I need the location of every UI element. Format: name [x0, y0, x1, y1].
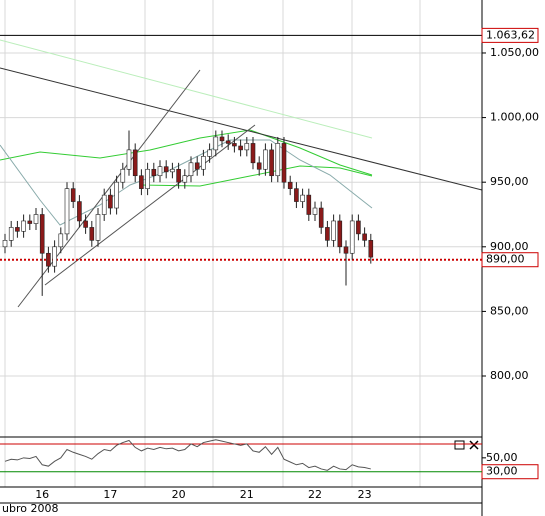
x-tick-label: 21 — [240, 488, 254, 501]
candle-body — [114, 181, 119, 209]
candle-body — [250, 143, 256, 164]
candle-body — [343, 246, 349, 254]
candle-body — [306, 194, 312, 215]
y-tick-label: 1.063,62 — [486, 28, 535, 41]
candle-body — [145, 168, 150, 189]
y-tick-label: 50,00 — [486, 451, 518, 464]
candle-body — [188, 162, 194, 177]
y-tick-label: 850,00 — [490, 304, 529, 317]
y-tick-label: 890,00 — [486, 253, 525, 266]
candle-body — [213, 136, 219, 151]
indicator-line — [4, 439, 371, 471]
candle-body — [120, 168, 126, 183]
candle-body — [312, 207, 318, 215]
candle-body — [170, 168, 175, 173]
candle-body — [362, 233, 367, 241]
x-tick-label: 16 — [35, 488, 49, 501]
candle-body — [46, 252, 51, 267]
band-upper — [0, 129, 373, 176]
candle-body — [275, 143, 281, 177]
candle-body — [232, 143, 237, 147]
candle-body — [58, 233, 64, 248]
candle-body — [244, 143, 250, 151]
x-tick-label: 20 — [172, 488, 186, 501]
candle-body — [151, 168, 157, 177]
candle-body — [325, 227, 330, 241]
candle-body — [33, 214, 39, 224]
candle-body — [219, 136, 225, 142]
candle-body — [238, 145, 243, 151]
candle-body — [21, 220, 26, 232]
candle-body — [356, 220, 361, 235]
candle-body — [281, 143, 287, 183]
candle-body — [108, 194, 113, 209]
y-tick-label: 800,00 — [490, 369, 529, 382]
candle-body — [70, 188, 76, 202]
candle-body — [337, 220, 343, 248]
candle-body — [331, 220, 336, 241]
y-tick-label: 1.000,00 — [490, 111, 539, 124]
drawings — [0, 39, 483, 308]
candle-body — [83, 220, 88, 228]
candle-body — [52, 246, 57, 267]
y-tick-label: 1.050,00 — [490, 46, 539, 59]
label-box — [481, 27, 539, 43]
candle-body — [349, 220, 355, 254]
candle-body — [8, 227, 14, 241]
channel-line — [17, 69, 201, 308]
candle-body — [27, 220, 33, 224]
candle-body — [89, 227, 95, 241]
candle-body — [101, 194, 107, 215]
candle-body — [39, 214, 45, 254]
band-lower — [139, 165, 373, 187]
x-tick-label: 17 — [103, 488, 117, 501]
candle-body — [207, 149, 212, 157]
x-tick-label: 23 — [358, 488, 372, 501]
candle-body — [269, 149, 274, 177]
label-box — [481, 252, 539, 268]
x-tick-label: 22 — [308, 488, 322, 501]
channel-line — [44, 124, 256, 286]
candle-body — [256, 162, 262, 170]
maximize-icon[interactable] — [454, 440, 465, 450]
candle-body — [194, 162, 200, 170]
candle-body — [132, 149, 138, 177]
candle-body — [318, 207, 324, 228]
candle-body — [368, 240, 374, 258]
y-tick-label: 900,00 — [490, 240, 529, 253]
candle-body — [287, 181, 293, 189]
candle-body — [201, 156, 206, 170]
candle-body — [2, 240, 8, 248]
candle-body — [176, 168, 181, 183]
candle-body — [300, 194, 305, 202]
candle-body — [225, 140, 231, 144]
candle-body — [126, 149, 132, 170]
close-icon[interactable] — [469, 440, 479, 450]
candle-body — [163, 166, 169, 173]
trend-line — [0, 67, 483, 191]
candle-body — [182, 175, 188, 183]
candle-body — [95, 214, 101, 241]
candle-body — [294, 188, 299, 202]
y-tick-label: 950,00 — [490, 175, 529, 188]
footer-label: ubro 2008 — [2, 502, 58, 515]
candle-body — [157, 166, 163, 177]
candle-body — [139, 175, 144, 189]
y-tick-label: 30,00 — [486, 465, 518, 478]
candle-body — [263, 149, 268, 170]
candle-body — [77, 201, 82, 222]
candle-body — [64, 188, 70, 235]
candle-body — [15, 227, 20, 232]
moving-average — [0, 139, 373, 226]
